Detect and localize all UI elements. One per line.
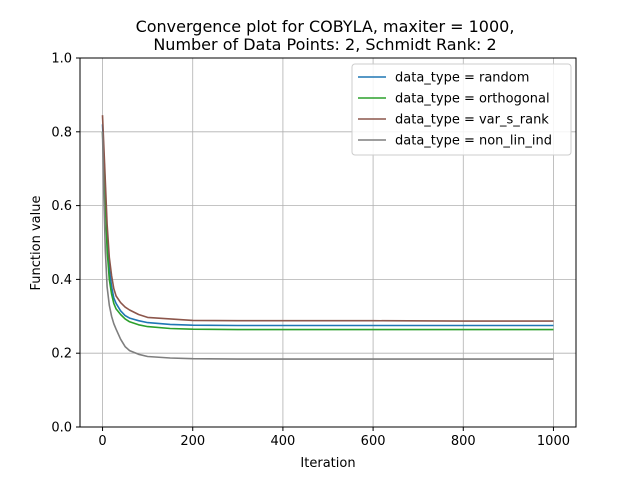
legend-label: data_type = random xyxy=(395,71,529,86)
axis-ticks: 0 200 400 600 800 1000 0.0 0.2 0.4 0.6 0.8 1.0 xyxy=(51,52,570,450)
series-line-2 xyxy=(101,131,554,331)
y-tick-label: 0.8 xyxy=(51,125,72,140)
x-axis-label: Iteration xyxy=(300,456,355,471)
y-tick-label: 1.0 xyxy=(51,52,72,67)
y-axis-label: Function value xyxy=(29,196,44,291)
legend-label: data_type = var_s_rank xyxy=(395,113,549,128)
x-tick-label: 1000 xyxy=(537,434,570,449)
x-tick-label: 200 xyxy=(180,434,205,449)
y-tick-label: 0.4 xyxy=(51,273,72,288)
series-line-4 xyxy=(101,131,554,360)
legend: data_type = random data_type = orthogonal… xyxy=(351,63,572,156)
x-tick-label: 600 xyxy=(361,434,386,449)
series-line-3 xyxy=(101,115,554,322)
x-tick-label: 0 xyxy=(98,434,106,449)
y-tick-label: 0.0 xyxy=(51,421,72,436)
chart-subtitle: Number of Data Points: 2, Schmidt Rank: … xyxy=(153,35,496,54)
plot-frame xyxy=(79,57,577,428)
legend-label: data_type = orthogonal xyxy=(395,92,550,107)
chart-title: Convergence plot for COBYLA, maxiter = 1… xyxy=(136,17,515,36)
x-tick-label: 800 xyxy=(451,434,476,449)
legend-label: data_type = non_lin_ind xyxy=(395,134,552,149)
series-line-1 xyxy=(101,124,554,327)
plot-lines xyxy=(101,115,554,360)
y-tick-label: 0.2 xyxy=(51,347,72,362)
x-tick-label: 400 xyxy=(270,434,295,449)
legend-box xyxy=(351,63,572,156)
y-tick-label: 0.6 xyxy=(51,199,72,214)
